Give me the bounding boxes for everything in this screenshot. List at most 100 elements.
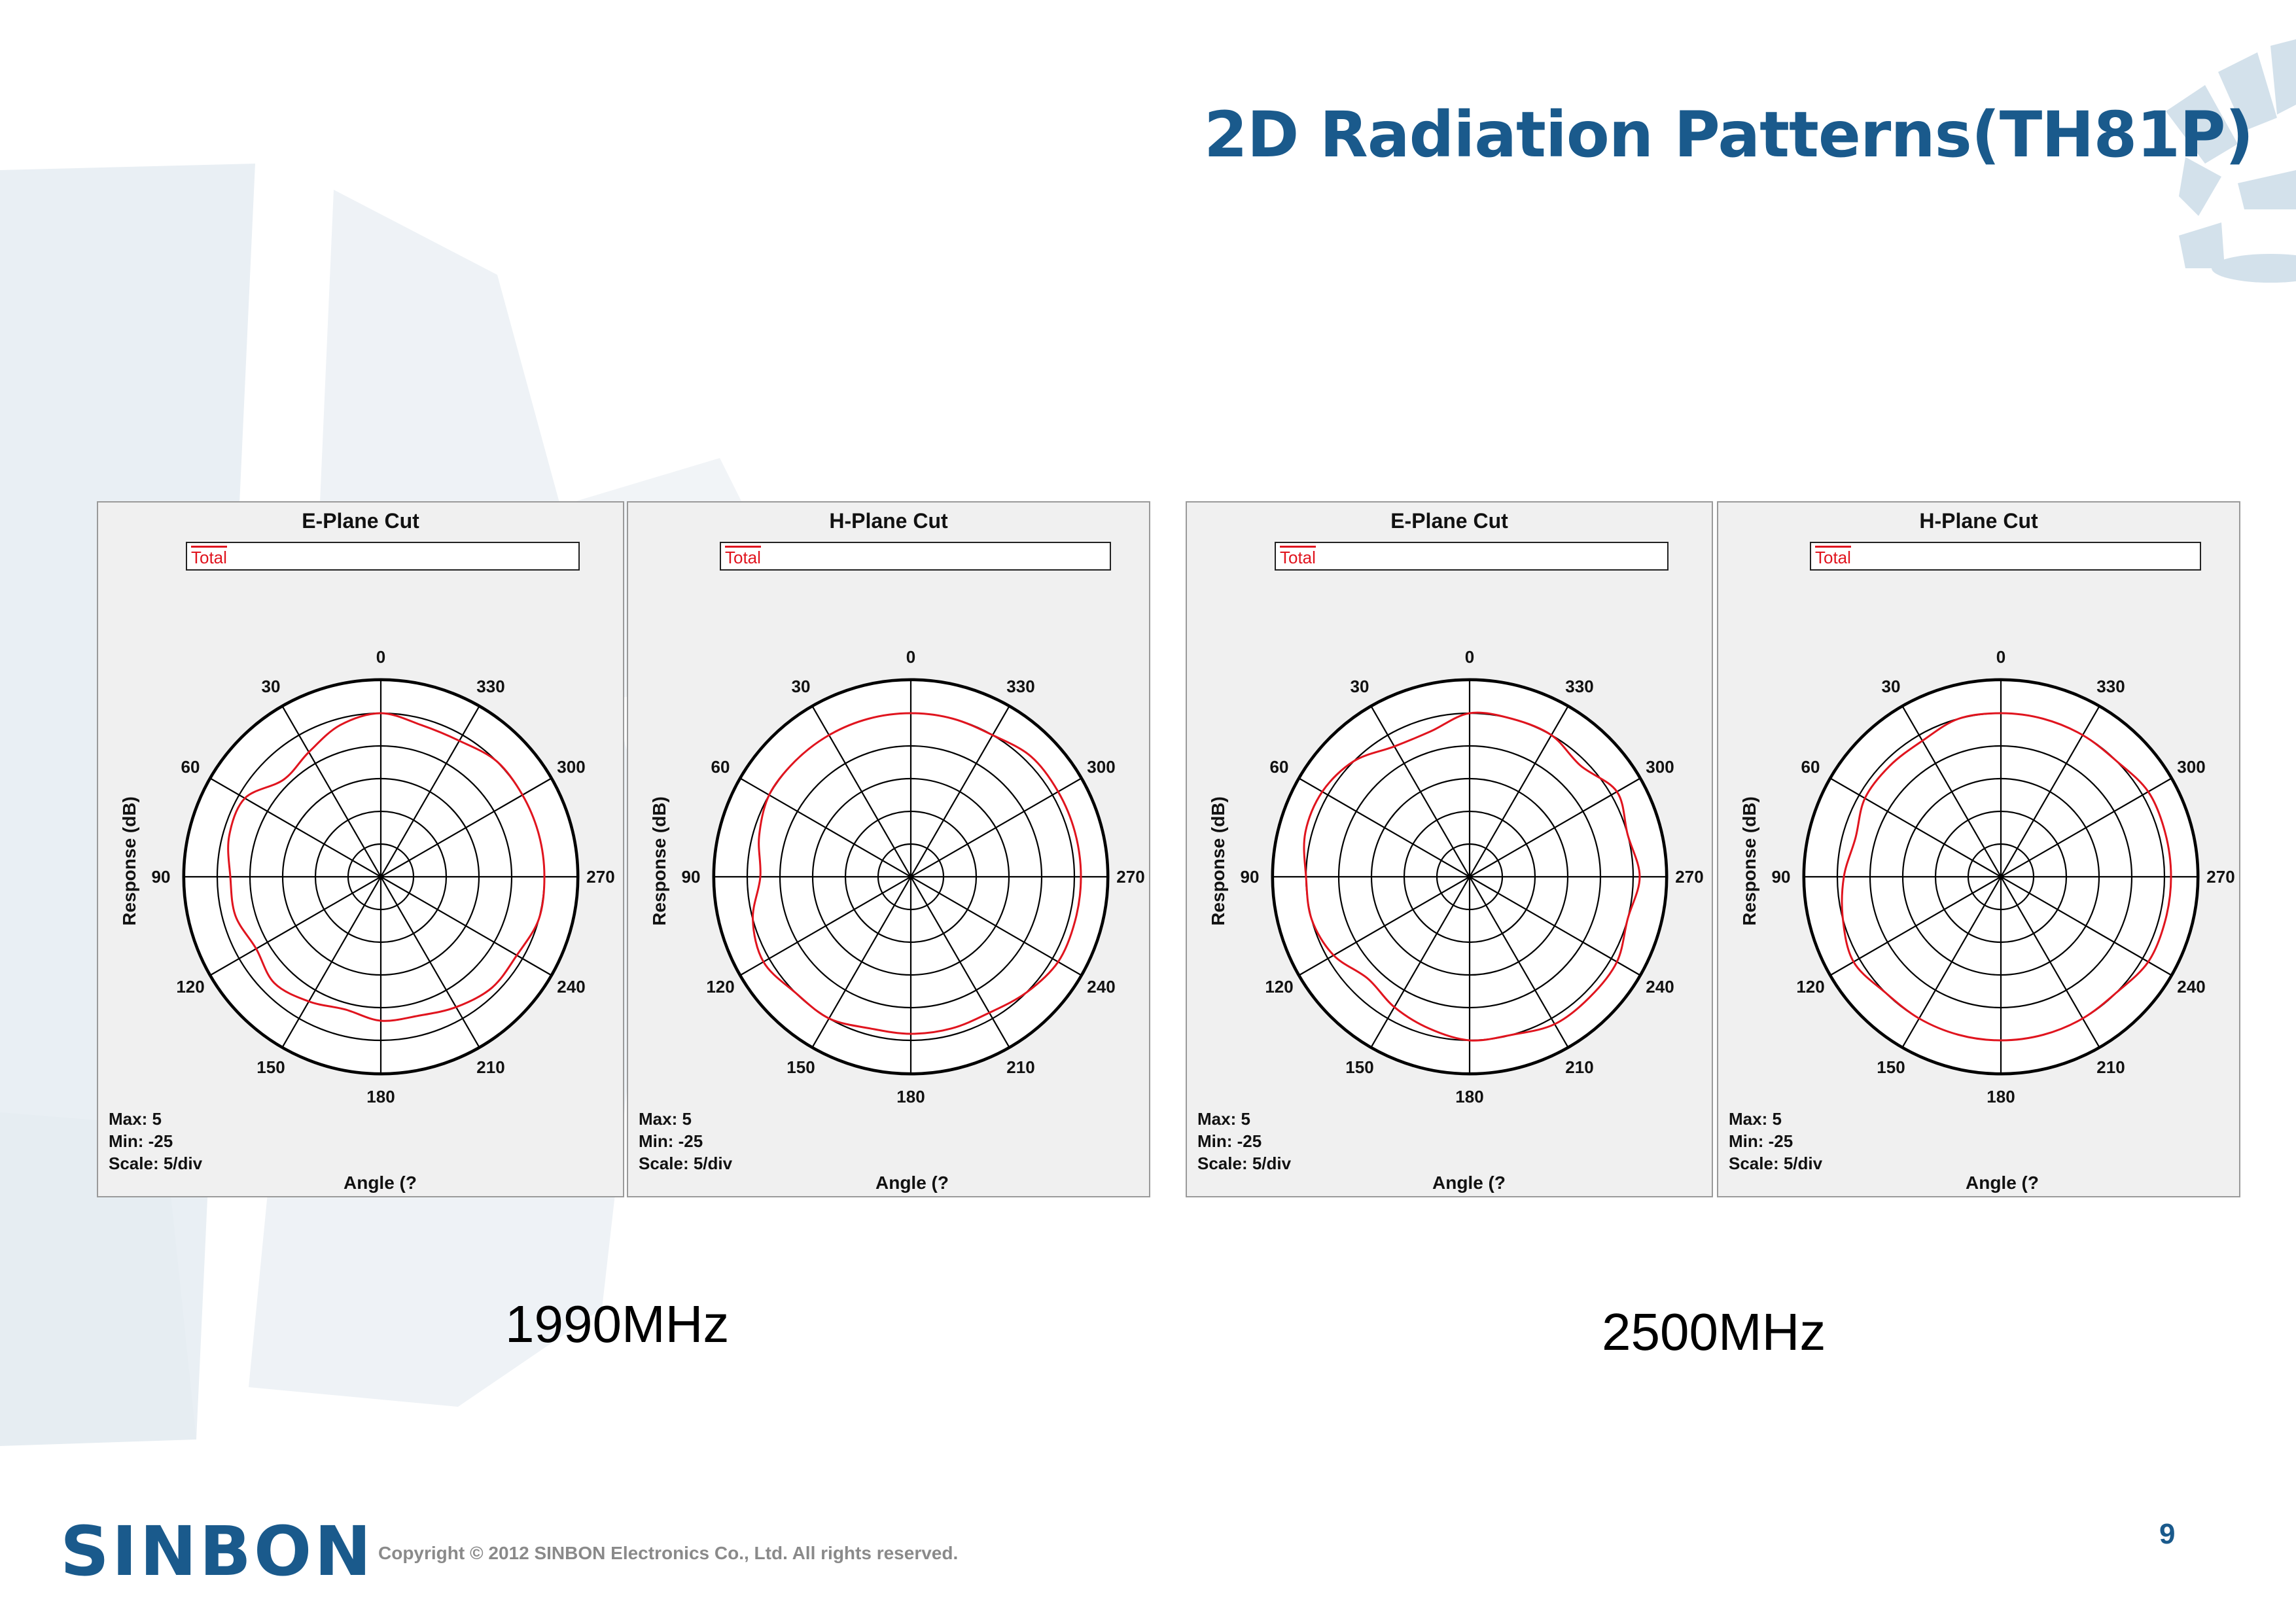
sinbon-logo: SINBON [60, 1511, 374, 1591]
angle-tick-label: 270 [1675, 867, 1703, 887]
stat-min: Min: -25 [639, 1131, 703, 1151]
chart-title: H-Plane Cut [1919, 509, 2038, 533]
series-trace-total [1303, 711, 1641, 1042]
angle-tick-label: 30 [262, 677, 281, 696]
polar-chart-2500-h-plane: 0 30 60 90 120 150 180 210 240 270 300 330 [1772, 647, 2235, 1106]
angle-tick-label: 0 [1996, 647, 2005, 667]
polar-grid [182, 678, 580, 1076]
angle-tick-label: 180 [1987, 1087, 2015, 1106]
chart-stats: Max: 5 Min: -25 Scale: 5/div [109, 1108, 202, 1174]
angle-tick-label: 90 [1241, 867, 1260, 887]
polar-chart-1990-h-plane: 0 30 60 90 120 150 180 210 240 270 300 330 [682, 647, 1145, 1106]
angle-tick-label: 120 [1265, 977, 1293, 997]
x-axis-label: Angle (? [1432, 1173, 1506, 1193]
frequency-label-1990: 1990MHz [505, 1295, 730, 1353]
grid-spoke [282, 706, 480, 1048]
angle-tick-label: 210 [476, 1057, 504, 1077]
chart-panel-1990-e-plane: 0 30 60 90 120 150 180 210 240 270 300 330 E-Plane … [97, 501, 624, 1197]
angle-tick-label: 240 [557, 977, 585, 997]
chart-stats: Max: 5 Min: -25 Scale: 5/div [1197, 1108, 1291, 1174]
angle-tick-label: 330 [1006, 677, 1034, 696]
chart-panel-2500-h-plane: 0 30 60 90 120 150 180 210 240 270 300 330 H-Plane … [1717, 501, 2240, 1197]
frequency-label-2500: 2500MHz [1602, 1303, 1826, 1361]
angle-tick-label: 60 [181, 757, 200, 777]
legend-entry-total: Total [191, 546, 227, 567]
angle-tick-label: 240 [1646, 977, 1674, 997]
angle-tick-label: 150 [1345, 1057, 1373, 1077]
legend-entry-total: Total [725, 546, 761, 567]
angle-tick-label: 330 [476, 677, 504, 696]
angle-tick-label: 30 [1351, 677, 1369, 696]
stat-max: Max: 5 [109, 1109, 162, 1129]
chart-panel-1990-h-plane: 0 30 60 90 120 150 180 210 240 270 300 330 H-Plane … [627, 501, 1150, 1197]
polar-chart-1990-e-plane: 0 30 60 90 120 150 180 210 240 270 300 330 [152, 647, 615, 1106]
angle-tick-label: 180 [896, 1087, 925, 1106]
stat-max: Max: 5 [639, 1109, 692, 1129]
chart-stats: Max: 5 Min: -25 Scale: 5/div [639, 1108, 732, 1174]
stat-scale: Scale: 5/div [1197, 1154, 1292, 1173]
legend-box: Total [720, 542, 1111, 571]
angle-tick-label: 210 [2096, 1057, 2125, 1077]
stat-scale: Scale: 5/div [639, 1154, 733, 1173]
stat-min: Min: -25 [1197, 1131, 1262, 1151]
angle-tick-label: 270 [586, 867, 614, 887]
legend-entry-total: Total [1280, 546, 1316, 567]
legend-entry-total: Total [1815, 546, 1851, 567]
angle-tick-label: 0 [1465, 647, 1474, 667]
angle-tick-label: 240 [1087, 977, 1115, 997]
grid-spoke [812, 706, 1010, 1048]
angle-tick-label: 30 [1882, 677, 1901, 696]
series-trace-total [751, 712, 1082, 1035]
angle-tick-label: 150 [1877, 1057, 1905, 1077]
angle-tick-label: 270 [1116, 867, 1144, 887]
copyright-text: Copyright © 2012 SINBON Electronics Co.,… [378, 1543, 959, 1563]
legend-box: Total [1810, 542, 2201, 571]
legend-box: Total [1275, 542, 1669, 571]
chart-title: H-Plane Cut [829, 509, 948, 533]
angle-tick-label: 150 [256, 1057, 285, 1077]
angle-tick-label: 270 [2206, 867, 2234, 887]
chart-title: E-Plane Cut [1390, 509, 1508, 533]
page-number: 9 [2159, 1518, 2176, 1550]
angle-tick-label: 60 [1801, 757, 1820, 777]
angle-tick-label: 0 [906, 647, 915, 667]
angle-tick-label: 180 [366, 1087, 395, 1106]
corner-logo-mark [2166, 39, 2296, 283]
series-trace-total [1841, 712, 2172, 1042]
series-trace-total [227, 712, 546, 1022]
angle-tick-label: 300 [1646, 757, 1674, 777]
angle-tick-label: 120 [706, 977, 734, 997]
stat-max: Max: 5 [1729, 1109, 1782, 1129]
angle-tick-label: 180 [1455, 1087, 1483, 1106]
angle-tick-label: 330 [2096, 677, 2125, 696]
polar-chart-2500-e-plane: 0 30 60 90 120 150 180 210 240 270 300 330 [1241, 647, 1704, 1106]
x-axis-label: Angle (? [344, 1173, 417, 1193]
grid-spoke [1371, 706, 1568, 1048]
angle-tick-label: 0 [376, 647, 385, 667]
angle-tick-label: 150 [786, 1057, 815, 1077]
stat-scale: Scale: 5/div [1729, 1154, 1823, 1173]
polar-grid [1271, 678, 1669, 1076]
stat-min: Min: -25 [1729, 1131, 1793, 1151]
stat-scale: Scale: 5/div [109, 1154, 203, 1173]
x-axis-label: Angle (? [875, 1173, 949, 1193]
angle-tick-label: 30 [792, 677, 811, 696]
legend-box: Total [186, 542, 580, 571]
angle-tick-label: 60 [1270, 757, 1289, 777]
angle-tick-label: 210 [1006, 1057, 1034, 1077]
chart-stats: Max: 5 Min: -25 Scale: 5/div [1729, 1108, 1822, 1174]
angle-tick-label: 90 [152, 867, 171, 887]
angle-tick-label: 90 [682, 867, 701, 887]
polar-grid [712, 678, 1110, 1076]
angle-tick-label: 300 [1087, 757, 1115, 777]
chart-title: E-Plane Cut [302, 509, 419, 533]
stat-min: Min: -25 [109, 1131, 173, 1151]
angle-tick-label: 330 [1565, 677, 1593, 696]
angle-tick-label: 210 [1565, 1057, 1593, 1077]
polar-grid [1802, 678, 2200, 1076]
angle-tick-label: 300 [2177, 757, 2205, 777]
chart-panel-2500-e-plane: 0 30 60 90 120 150 180 210 240 270 300 330 E-Plane … [1186, 501, 1713, 1197]
angle-tick-label: 240 [2177, 977, 2205, 997]
page-title: 2D Radiation Patterns(TH81P) [1204, 98, 2253, 171]
grid-spoke [1902, 706, 2100, 1048]
